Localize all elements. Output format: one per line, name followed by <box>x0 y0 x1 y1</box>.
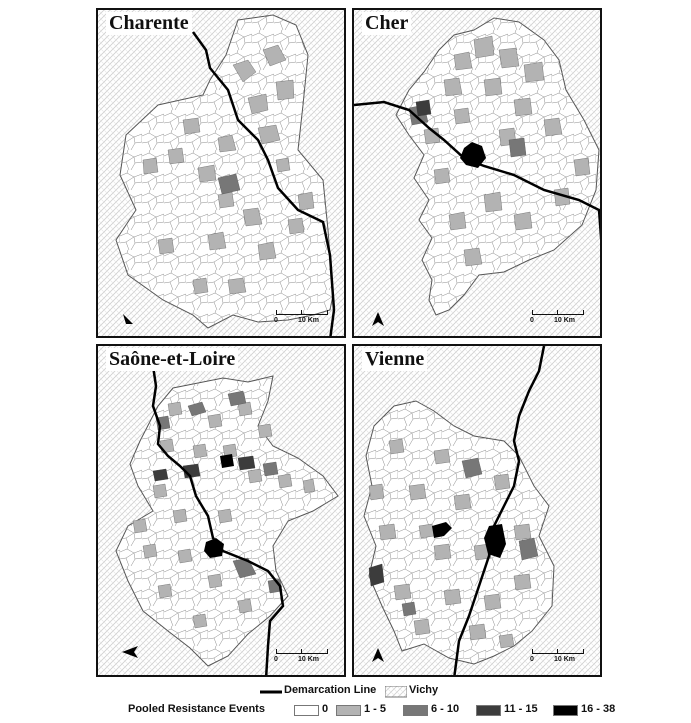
saone-et-loire-class-16-38 <box>204 454 234 558</box>
cher-class-11-15 <box>415 99 432 117</box>
cher-class-16-38 <box>460 142 486 168</box>
scale-bar: 0 10 Km <box>274 645 330 667</box>
scale-bar: 0 10 Km <box>274 306 330 328</box>
map-panel-charente: Charente 0 10 Km <box>96 8 346 338</box>
vichy-hatch-icon <box>385 686 407 698</box>
charente-map <box>98 10 344 336</box>
legend-swatch <box>403 705 428 716</box>
panel-title: Saône-et-Loire <box>106 348 239 371</box>
legend-swatch <box>553 705 578 716</box>
scale-zero: 0 <box>274 656 278 663</box>
north-arrow-icon <box>370 646 386 664</box>
legend-events-title: Pooled Resistance Events <box>128 703 265 715</box>
legend-class-label: 11 - 15 <box>504 703 538 715</box>
charente-class-1-5 <box>142 44 315 295</box>
saone-et-loire-map <box>98 346 344 675</box>
saone-et-loire-class-6-10 <box>155 390 283 594</box>
charente-class-6-10 <box>217 173 241 195</box>
demarcation-line <box>354 100 600 241</box>
legend-class-label: 6 - 10 <box>431 703 460 715</box>
map-panel-cher: Cher 0 10 Km <box>352 8 602 338</box>
vienne-class-11-15 <box>368 563 385 587</box>
vichy-label: Vichy <box>409 684 439 696</box>
scale-zero: 0 <box>530 317 534 324</box>
panel-title: Cher <box>362 12 412 35</box>
panel-title: Vienne <box>362 348 428 371</box>
vienne-class-6-10 <box>401 457 539 617</box>
north-arrow-icon <box>120 310 136 328</box>
map-panel-saone-et-loire: Saône-et-Loire 0 10 Km <box>96 344 346 677</box>
legend-swatch <box>336 705 361 716</box>
scale-bar: 0 10 Km <box>530 645 586 667</box>
scale-label: 10 Km <box>298 317 320 324</box>
vienne-communes <box>364 401 554 664</box>
scale-zero: 0 <box>530 656 534 663</box>
cher-class-1-5 <box>423 35 591 267</box>
legend-swatch <box>294 705 319 716</box>
scale-bar: 0 10 Km <box>530 306 586 328</box>
demarcation-label: Demarcation Line <box>284 684 377 696</box>
legend-class-label: 0 <box>322 703 329 715</box>
demarcation-line <box>191 31 336 336</box>
vienne-map <box>354 346 600 675</box>
panel-title: Charente <box>106 12 192 35</box>
demarcation-line <box>453 346 546 675</box>
scale-label: 10 Km <box>298 656 320 663</box>
vienne-class-1-5 <box>368 438 532 649</box>
legend-class-label: 16 - 38 <box>581 703 616 715</box>
demarcation-line-icon <box>260 690 282 694</box>
north-arrow-icon <box>120 644 138 662</box>
scale-zero: 0 <box>274 317 278 324</box>
north-arrow-icon <box>370 310 386 328</box>
map-panel-vienne: Vienne 0 10 Km <box>352 344 602 677</box>
scale-label: 10 Km <box>554 656 576 663</box>
legend-swatch <box>476 705 501 716</box>
cher-map <box>354 10 600 336</box>
legend-class-label: 1 - 5 <box>364 703 387 715</box>
demarcation-line <box>151 365 285 675</box>
scale-label: 10 Km <box>554 317 576 324</box>
